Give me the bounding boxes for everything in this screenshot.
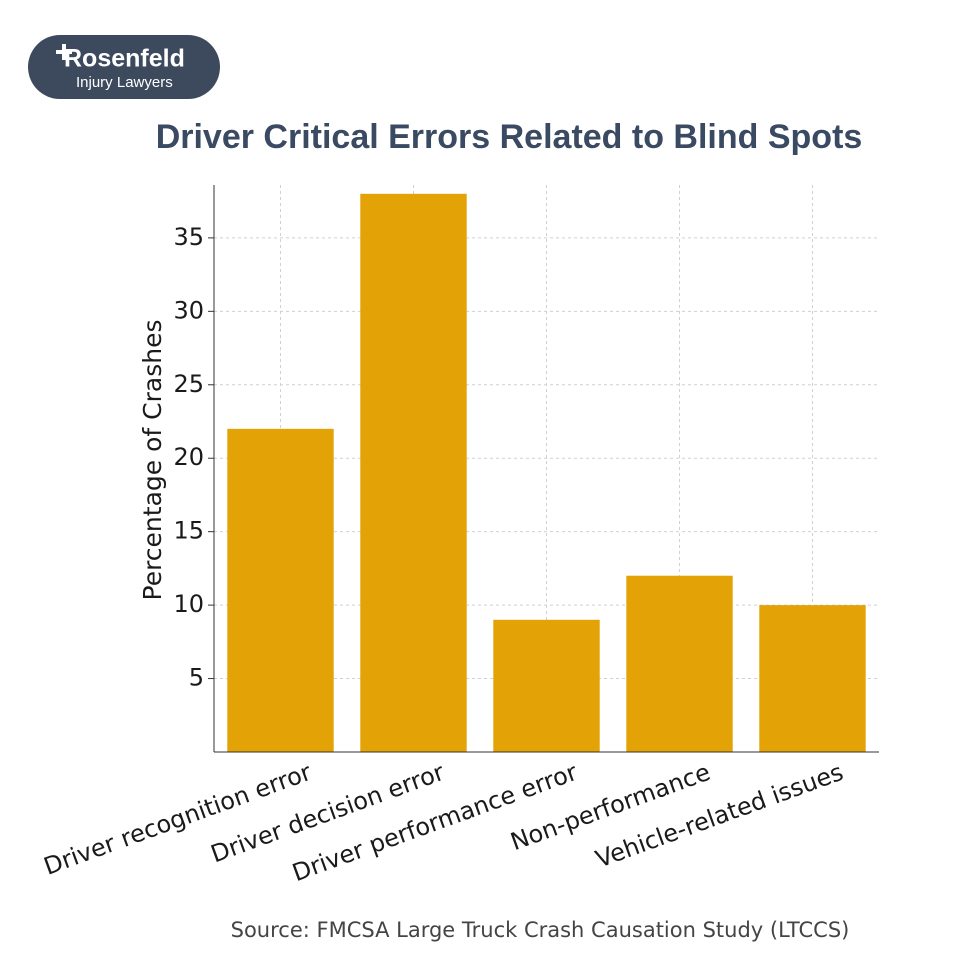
y-tick-label: 10 xyxy=(173,590,204,618)
y-tick-label: 30 xyxy=(173,296,204,324)
bar xyxy=(626,575,733,752)
bar xyxy=(493,619,600,752)
chart-title: Driver Critical Errors Related to Blind … xyxy=(156,118,863,156)
y-tick-label: 15 xyxy=(173,517,204,545)
y-tick-label: 25 xyxy=(173,370,204,398)
source-note: Source: FMCSA Large Truck Crash Causatio… xyxy=(231,918,850,942)
logo-badge xyxy=(28,35,220,99)
y-tick-label: 35 xyxy=(173,223,204,251)
bar xyxy=(227,428,334,752)
bar xyxy=(360,193,467,752)
x-tick-label: Vehicle-related issues xyxy=(592,758,847,874)
logo: Rosenfeld Injury Lawyers xyxy=(28,35,220,99)
logo-tagline: Injury Lawyers xyxy=(76,74,173,91)
logo-plus xyxy=(56,44,72,60)
y-tick-label: 20 xyxy=(173,443,204,471)
y-tick-label: 5 xyxy=(189,664,204,692)
bar xyxy=(759,605,866,752)
y-axis-label: Percentage of Crashes xyxy=(138,320,167,601)
logo-name: Rosenfeld xyxy=(64,45,185,73)
